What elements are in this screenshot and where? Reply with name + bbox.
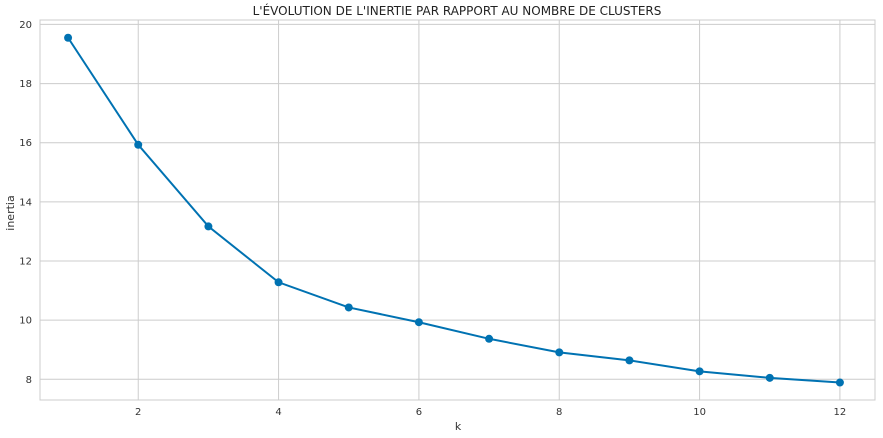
x-tick-label: 10 <box>693 407 706 418</box>
data-point <box>64 33 73 42</box>
y-tick-label: 10 <box>19 316 32 327</box>
data-point <box>134 140 143 149</box>
data-point <box>414 318 423 327</box>
tick-labels: 2 4 6 8 10 12 8 10 12 14 16 18 20 <box>19 20 846 418</box>
y-axis-label: inertia <box>4 195 17 230</box>
x-tick-label: 2 <box>135 407 141 418</box>
x-tick-label: 6 <box>416 407 422 418</box>
data-point <box>204 222 213 231</box>
y-tick-label: 8 <box>26 375 32 386</box>
y-tick-label: 18 <box>19 79 32 90</box>
grid-layer <box>40 20 875 400</box>
x-tick-label: 12 <box>834 407 847 418</box>
x-tick-label: 8 <box>556 407 562 418</box>
data-point <box>765 373 774 382</box>
y-tick-label: 16 <box>19 138 32 149</box>
series-layer <box>64 33 844 387</box>
data-point <box>835 378 844 387</box>
chart-title: L'ÉVOLUTION DE L'INERTIE PAR RAPPORT AU … <box>253 3 662 18</box>
plot-frame <box>39 19 876 401</box>
data-point <box>274 278 283 287</box>
data-point <box>344 303 353 312</box>
series-line <box>67 37 840 384</box>
y-tick-label: 20 <box>19 20 32 31</box>
plot-area <box>39 19 876 401</box>
y-tick-label: 14 <box>19 197 32 208</box>
y-tick-label: 12 <box>19 257 32 268</box>
data-point <box>695 367 704 376</box>
x-axis-label: k <box>455 420 462 433</box>
data-point <box>625 356 634 365</box>
data-point <box>485 334 494 343</box>
data-point <box>555 348 564 357</box>
x-tick-label: 4 <box>275 407 281 418</box>
